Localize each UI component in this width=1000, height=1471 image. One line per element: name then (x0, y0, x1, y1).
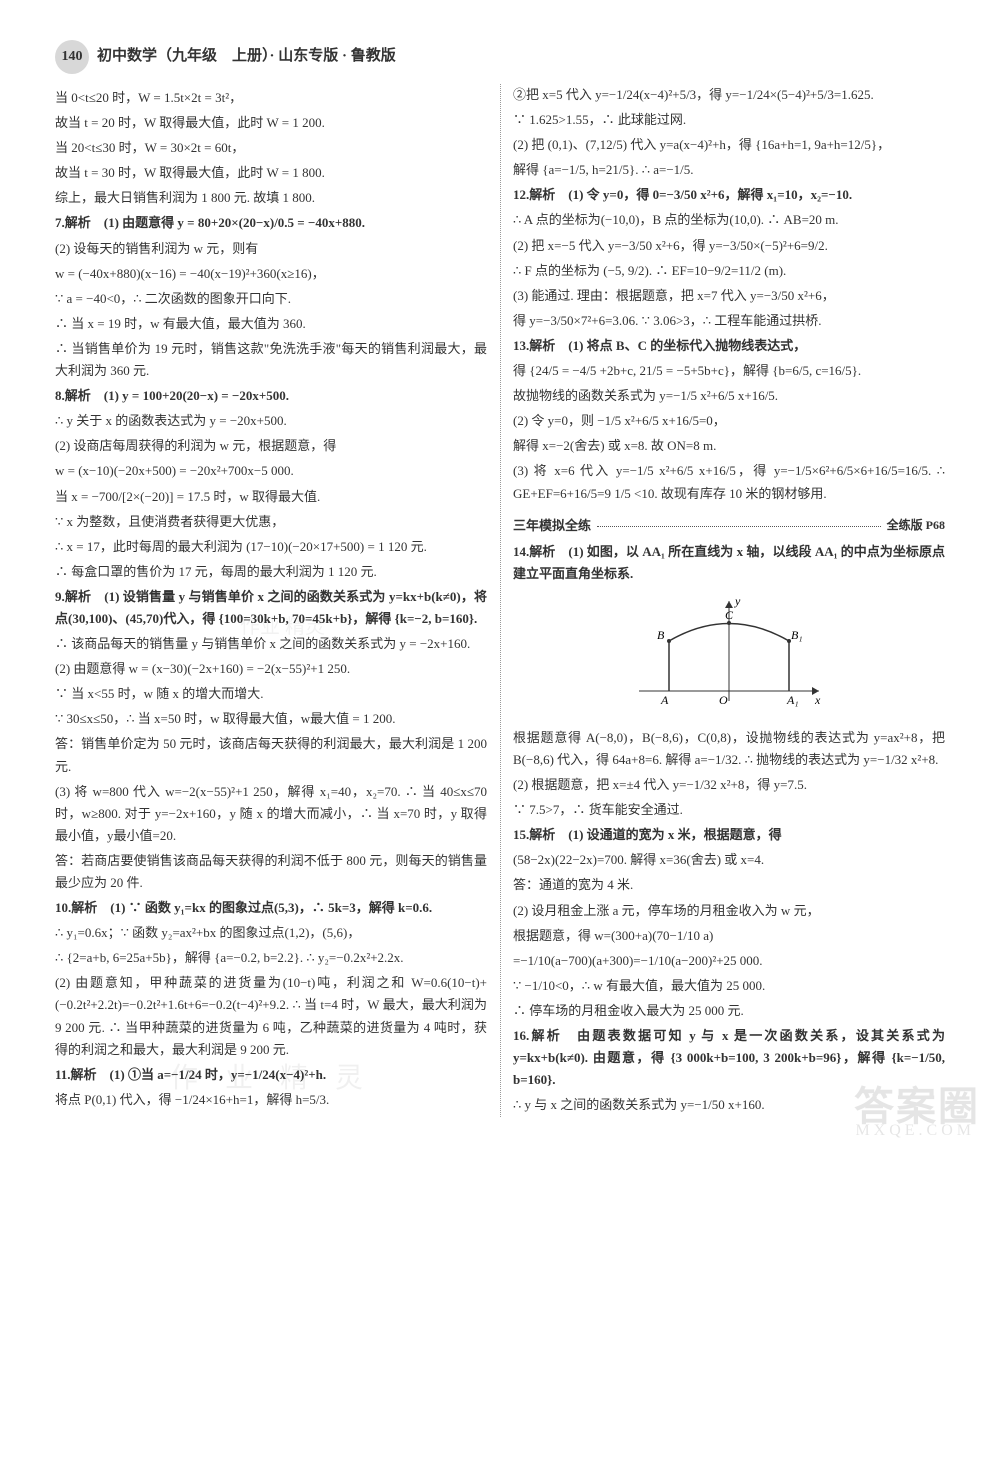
section-header: 三年模拟全练 全练版 P68 (513, 515, 945, 537)
dotted-leader (597, 525, 881, 527)
body-text: (2) 令 y=0，则 −1/5 x²+6/5 x+16/5=0， (513, 410, 945, 432)
problem-8: 8.解析 (1) y = 100+20(20−x) = −20x+500. (55, 385, 487, 407)
page-header: 140 初中数学（九年级 上册）· 山东专版 · 鲁教版 (55, 40, 945, 74)
svg-text:A: A (660, 693, 669, 707)
body-text: 得 {24/5 = −4/5 +2b+c, 21/5 = −5+5b+c}，解得… (513, 360, 945, 382)
problem-7: 7.解析 (1) 由题意得 y = 80+20×(20−x)/0.5 = −40… (55, 212, 487, 234)
svg-text:O: O (719, 693, 728, 707)
body-text: (3) 将 w=800 代入 w=−2(x−55)²+1 250，解得 x₁=4… (55, 781, 487, 847)
body-text: (2) 把 (0,1)、(7,12/5) 代入 y=a(x−4)²+h，得 {1… (513, 134, 945, 156)
body-text: 综上，最大日销售利润为 1 800 元. 故填 1 800. (55, 187, 487, 209)
body-text: (2) 根据题意，把 x=±4 代入 y=−1/32 x²+8，得 y=7.5. (513, 774, 945, 796)
body-text: (58−2x)(22−2x)=700. 解得 x=36(舍去) 或 x=4. (513, 849, 945, 871)
svg-text:A₁: A₁ (786, 693, 799, 707)
body-text: (2) 把 x=−5 代入 y=−3/50 x²+6，得 y=−3/50×(−5… (513, 235, 945, 257)
svg-text:B₁: B₁ (791, 628, 803, 642)
body-text: 当 0<t≤20 时，W = 1.5t×2t = 3t²， (55, 87, 487, 109)
body-text: ∴ y 关于 x 的函数表达式为 y = −20x+500. (55, 410, 487, 432)
body-text: 故当 t = 20 时，W 取得最大值，此时 W = 1 200. (55, 112, 487, 134)
body-text: ∴ x = 17，此时每周的最大利润为 (17−10)(−20×17+500) … (55, 536, 487, 558)
body-text: (2) 设月租金上涨 a 元，停车场的月租金收入为 w 元， (513, 900, 945, 922)
body-text: ∵ −1/10<0，∴ w 有最大值，最大值为 25 000. (513, 975, 945, 997)
body-text: ∴ 每盒口罩的售价为 17 元，每周的最大利润为 1 120 元. (55, 561, 487, 583)
page-number-badge: 140 (55, 40, 89, 74)
svg-text:C: C (725, 608, 734, 622)
svg-text:x: x (814, 693, 821, 707)
body-text: w = (−40x+880)(x−16) = −40(x−19)²+360(x≥… (55, 263, 487, 285)
watermark-url: MXQE.COM (855, 1117, 975, 1144)
problem-14: 14.解析 (1) 如图，以 AA₁ 所在直线为 x 轴，以线段 AA₁ 的中点… (513, 541, 945, 585)
body-text: ∴ 当 x = 19 时，w 有最大值，最大值为 360. (55, 313, 487, 335)
body-text: 根据题意得 A(−8,0)，B(−8,6)，C(0,8)，设抛物线的表达式为 y… (513, 727, 945, 771)
body-text: ∴ y₁=0.6x；∵ 函数 y₂=ax²+bx 的图象过点(1,2)，(5,6… (55, 922, 487, 944)
body-text: 解得 x=−2(舍去) 或 x=8. 故 ON=8 m. (513, 435, 945, 457)
header-title: 初中数学（九年级 上册）· 山东专版 · 鲁教版 (97, 44, 396, 70)
body-text: 当 20<t≤30 时，W = 30×2t = 60t， (55, 137, 487, 159)
body-text: 答：若商店要使销售该商品每天获得的利润不低于 800 元，则每天的销售量最少应为… (55, 850, 487, 894)
body-text: (2) 设商店每周获得的利润为 w 元，根据题意，得 (55, 435, 487, 457)
svg-text:B: B (657, 628, 665, 642)
body-text: ∵ 30≤x≤50，∴ 当 x=50 时，w 取得最大值，w最大值 = 1 20… (55, 708, 487, 730)
problem-12: 12.解析 (1) 令 y=0，得 0=−3/50 x²+6，解得 x₁=10，… (513, 184, 945, 206)
problem-13: 13.解析 (1) 将点 B、C 的坐标代入抛物线表达式， (513, 335, 945, 357)
body-text: ∴ F 点的坐标为 (−5, 9/2). ∴ EF=10−9/2=11/2 (m… (513, 260, 945, 282)
svg-text:y: y (734, 594, 741, 608)
body-text: 得 y=−3/50×7²+6=3.06. ∵ 3.06>3，∴ 工程车能通过拱桥… (513, 310, 945, 332)
body-text: (3) 能通过. 理由：根据题意，把 x=7 代入 y=−3/50 x²+6， (513, 285, 945, 307)
problem-10: 10.解析 (1) ∵ 函数 y₁=kx 的图象过点(5,3)，∴ 5k=3，解… (55, 897, 487, 919)
watermark-text: 作 业 精 灵 (170, 1055, 373, 1103)
body-text: ∴ 当销售单价为 19 元时，销售这款"免洗洗手液"每天的销售利润最大，最大利润… (55, 338, 487, 382)
body-text: ∵ 1.625>1.55，∴ 此球能过网. (513, 109, 945, 131)
body-text: 答：销售单价定为 50 元时，该商店每天获得的利润最大，最大利润是 1 200 … (55, 733, 487, 777)
body-text: ∵ a = −40<0，∴ 二次函数的图象开口向下. (55, 288, 487, 310)
section-ref: 全练版 P68 (887, 515, 945, 535)
body-text: ∴ {2=a+b, 6=25a+5b}，解得 {a=−0.2, b=2.2}. … (55, 947, 487, 969)
body-text: w = (x−10)(−20x+500) = −20x²+700x−5 000. (55, 460, 487, 482)
body-text: ∵ 当 x<55 时，w 随 x 的增大而增大. (55, 683, 487, 705)
body-text: 当 x = −700/[2×(−20)] = 17.5 时，w 取得最大值. (55, 486, 487, 508)
body-text: 故抛物线的函数关系式为 y=−1/5 x²+6/5 x+16/5. (513, 385, 945, 407)
problem-15: 15.解析 (1) 设通道的宽为 x 米，根据题意，得 (513, 824, 945, 846)
body-text: (2) 设每天的销售利润为 w 元，则有 (55, 238, 487, 260)
body-text: ②把 x=5 代入 y=−1/24(x−4)²+5/3，得 y=−1/24×(5… (513, 84, 945, 106)
section-title-text: 三年模拟全练 (513, 515, 591, 537)
body-text: ∵ x 为整数，且使消费者获得更大优惠， (55, 511, 487, 533)
body-text: 根据题意，得 w=(300+a)(70−1/10 a) (513, 925, 945, 947)
content-columns: 当 0<t≤20 时，W = 1.5t×2t = 3t²， 故当 t = 20 … (55, 84, 945, 1117)
body-text: 解得 {a=−1/5, h=21/5}. ∴ a=−1/5. (513, 159, 945, 181)
body-text: =−1/10(a−700)(a+300)=−1/10(a−200)²+25 00… (513, 950, 945, 972)
body-text: 故当 t = 30 时，W 取得最大值，此时 W = 1 800. (55, 162, 487, 184)
body-text: (2) 由题意得 w = (x−30)(−2x+160) = −2(x−55)²… (55, 658, 487, 680)
body-text: (2) 由题意知，甲种蔬菜的进货量为(10−t)吨，利润之和 W=0.6(10−… (55, 972, 487, 1060)
body-text: 答：通道的宽为 4 米. (513, 874, 945, 896)
body-text: ∵ 7.5>7，∴ 货车能安全通过. (513, 799, 945, 821)
parabola-diagram: A B C B₁ A₁ O x y (513, 591, 945, 721)
watermark-text: 作业 精灵 (240, 610, 325, 644)
body-text: (3) 将 x=6 代入 y=−1/5 x²+6/5 x+16/5，得 y=−1… (513, 460, 945, 504)
body-text: ∴ A 点的坐标为(−10,0)，B 点的坐标为(10,0). ∴ AB=20 … (513, 209, 945, 231)
body-text: ∴ 停车场的月租金收入最大为 25 000 元. (513, 1000, 945, 1022)
